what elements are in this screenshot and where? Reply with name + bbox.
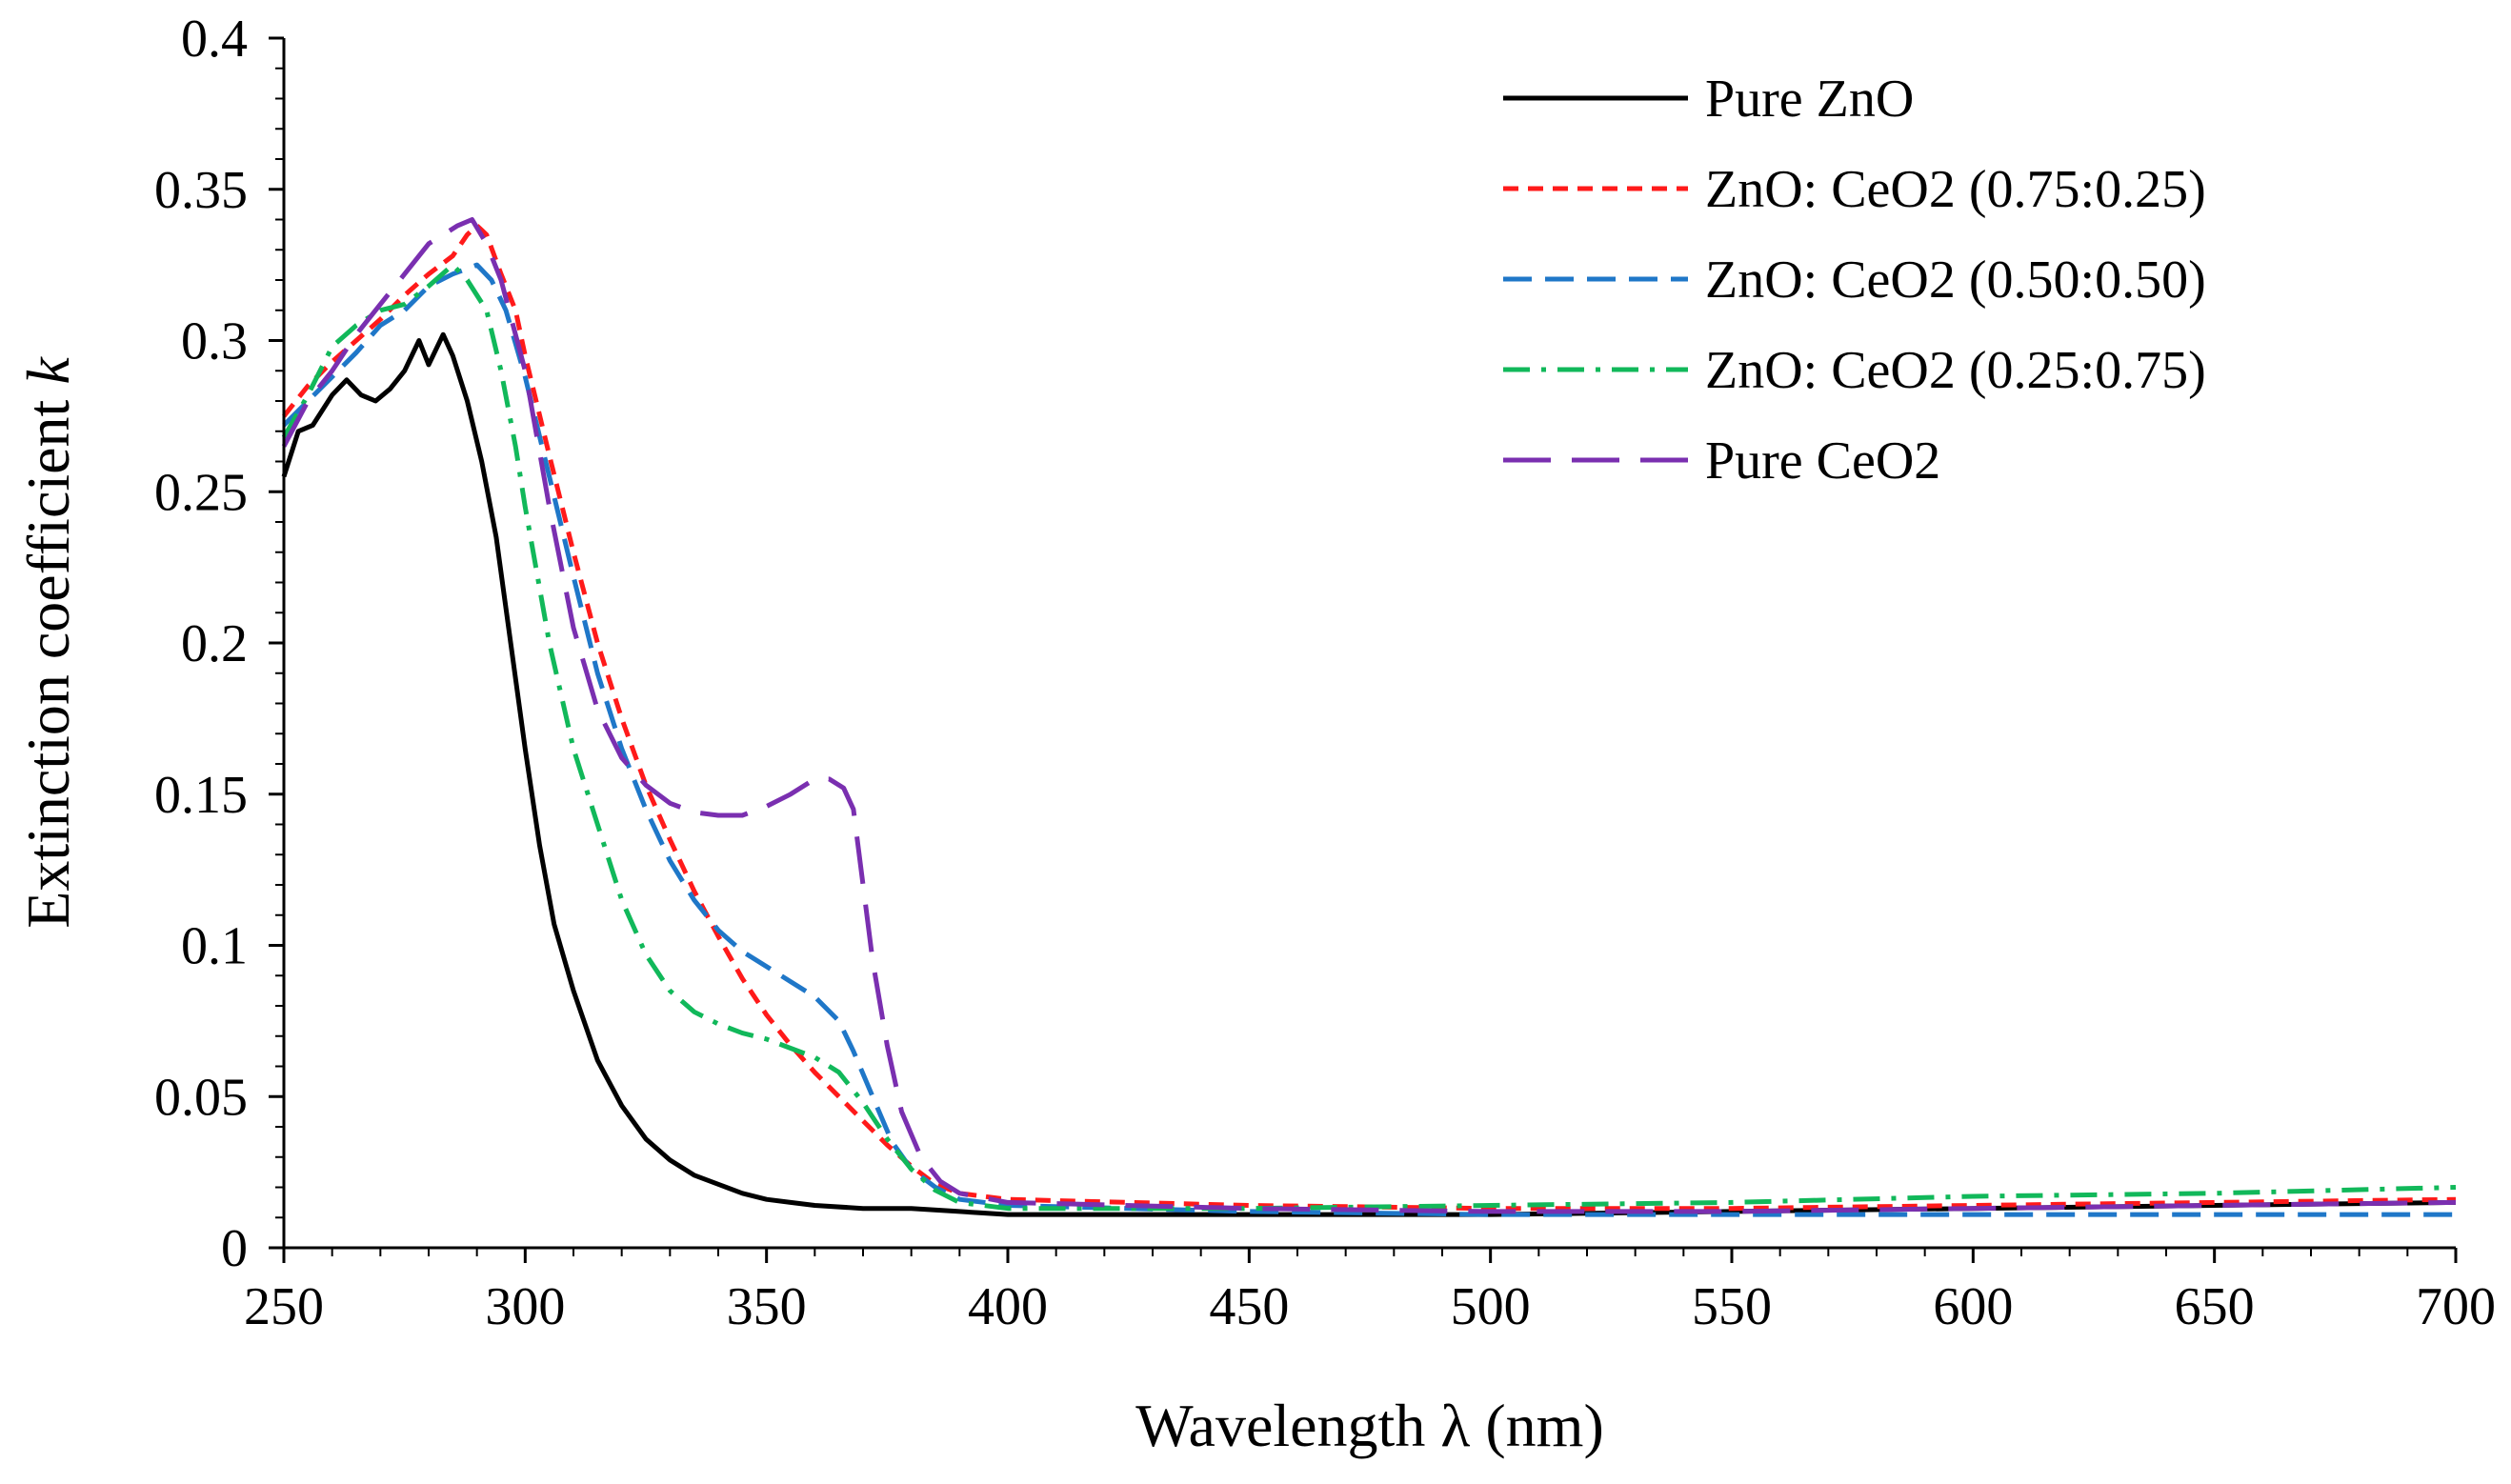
x-tick-label: 600 [1933, 1277, 2013, 1336]
legend-label-zno-ceo2-025-075: ZnO: CeO2 (0.25:0.75) [1705, 341, 2206, 400]
x-tick-label: 700 [2416, 1277, 2496, 1336]
y-tick-label: 0.3 [181, 312, 248, 371]
legend-item: Pure ZnO [1503, 70, 1914, 129]
x-tick-label: 500 [1451, 1277, 1531, 1336]
series-line-zno-ceo2-0-25-0-75 [281, 262, 2457, 1212]
y-axis-label-main: Extinction coefficient [14, 385, 82, 929]
y-tick-label: 0 [221, 1219, 248, 1278]
x-tick-label: 250 [244, 1277, 324, 1336]
x-tick-label: 650 [2175, 1277, 2255, 1336]
x-tick-label: 550 [1692, 1277, 1772, 1336]
series-line-pure-ceo2 [281, 217, 2457, 1214]
series-line-pure-zno [281, 331, 2457, 1217]
ticks-layer: 250 300 350 400 450 500 550 600 650 700 0 0.05 0.1 0.… [154, 10, 2496, 1336]
y-axis-label: Extinction coefficient k [14, 356, 82, 929]
legend: Pure ZnO ZnO: CeO2 (0.75:0.25) ZnO: CeO2… [1503, 70, 2206, 491]
y-tick-label: 0.1 [181, 917, 248, 976]
x-tick-label: 400 [968, 1277, 1048, 1336]
legend-label-zno-ceo2-050-050: ZnO: CeO2 (0.50:0.50) [1705, 251, 2206, 310]
y-tick-label: 0.15 [154, 766, 248, 825]
legend-label-pure-ceo2: Pure CeO2 [1705, 431, 1940, 491]
x-tick-label: 350 [727, 1277, 807, 1336]
y-tick-label: 0.25 [154, 463, 248, 522]
x-tick-label: 300 [485, 1277, 565, 1336]
y-tick-label: 0.35 [154, 161, 248, 220]
series-line-zno-ceo2-0-50-0-50 [282, 262, 2456, 1217]
legend-item: ZnO: CeO2 (0.50:0.50) [1503, 251, 2206, 310]
y-tick-label: 0.2 [181, 614, 248, 673]
y-tick-label: 0.05 [154, 1068, 248, 1127]
y-axis-label-variable: k [14, 356, 82, 385]
series-layer [281, 217, 2457, 1217]
x-axis-label: Wavelength λ (nm) [1135, 1392, 1604, 1459]
x-tick-label: 450 [1209, 1277, 1289, 1336]
legend-label-pure-zno: Pure ZnO [1705, 70, 1914, 129]
legend-label-zno-ceo2-075-025: ZnO: CeO2 (0.75:0.25) [1705, 160, 2206, 219]
legend-item: Pure CeO2 [1503, 431, 1940, 491]
plot-area: 250 300 350 400 450 500 550 600 650 700 0 0.05 0.1 0.… [154, 10, 2496, 1336]
legend-item: ZnO: CeO2 (0.25:0.75) [1503, 341, 2206, 400]
legend-item: ZnO: CeO2 (0.75:0.25) [1503, 160, 2206, 219]
y-tick-label: 0.4 [181, 10, 248, 69]
